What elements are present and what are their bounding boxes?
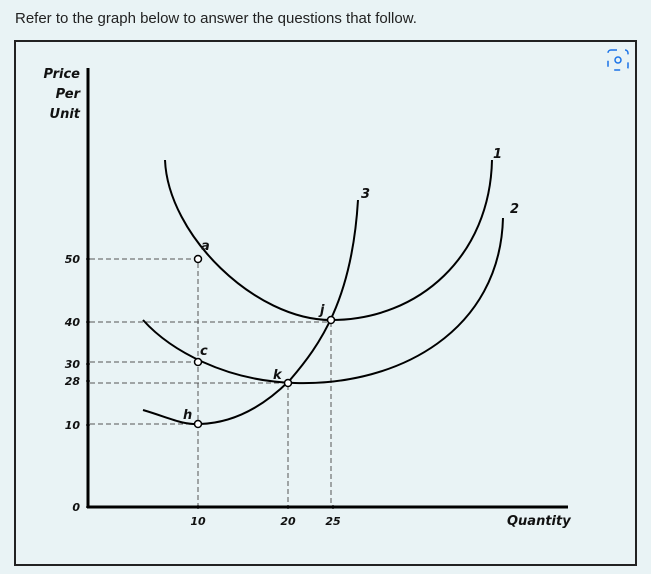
point: [326, 315, 336, 325]
y-axis-label: Per: [56, 87, 82, 102]
x-tick-label: 20: [280, 515, 296, 528]
curve-label: 3: [361, 187, 370, 202]
point-label: h: [183, 408, 192, 423]
curve-3: [142, 199, 359, 426]
y-axis-label: Price: [43, 67, 80, 82]
x-tick-label: 10: [190, 515, 206, 528]
expand-icon-frame[interactable]: [607, 49, 629, 71]
graph-frame: [14, 40, 637, 566]
x-tick-label: 25: [325, 515, 341, 528]
point: [193, 357, 203, 367]
point-label: c: [200, 344, 208, 359]
question-prompt: Refer to the graph below to answer the q…: [15, 10, 417, 27]
point: [193, 254, 203, 264]
point: [193, 419, 203, 429]
y-tick-label: 10: [65, 419, 81, 432]
points: [193, 254, 336, 429]
x-axis-label: Quantity: [507, 514, 571, 529]
point-label: j: [318, 303, 325, 318]
y-tick-label: 30: [65, 358, 81, 371]
curve-label: 2: [510, 202, 519, 217]
point-label: k: [273, 368, 283, 383]
expand-icon-center[interactable]: [614, 56, 622, 64]
y-axis-label: Unit: [50, 107, 81, 122]
curve-2: [142, 217, 504, 385]
point: [283, 378, 293, 388]
point-label: a: [201, 239, 210, 254]
y-tick-label: 40: [64, 316, 81, 329]
y-tick-label: 50: [65, 253, 81, 266]
guide-line: [90, 382, 289, 505]
expand-icon[interactable]: [607, 49, 629, 71]
y-tick-label: 0: [72, 501, 80, 514]
y-tick-label: 28: [65, 375, 81, 388]
curve-label: 1: [493, 147, 502, 162]
